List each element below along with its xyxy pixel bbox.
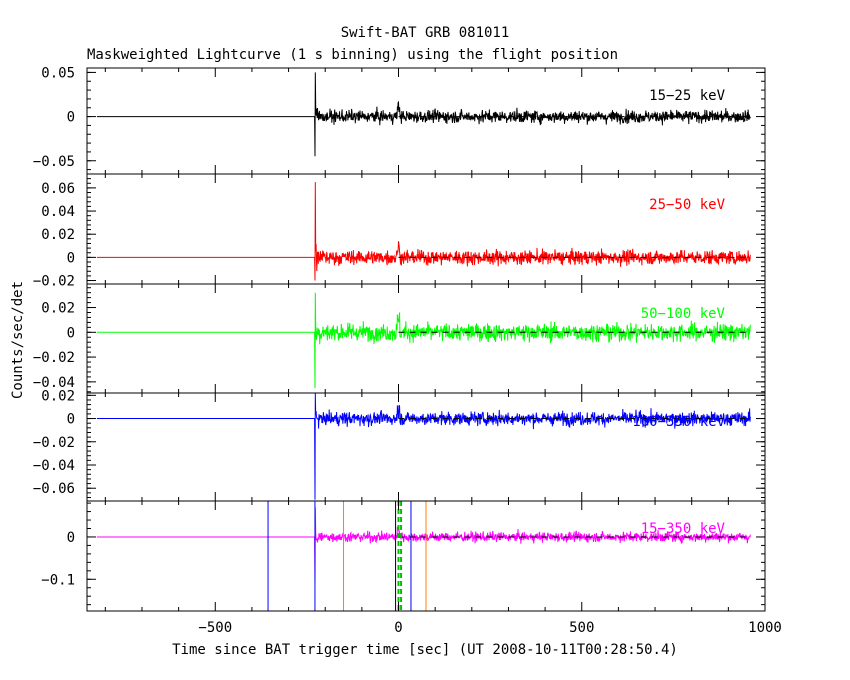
y-tick-label: 0.02 xyxy=(41,227,75,243)
panel-frame xyxy=(86,283,766,394)
y-axis-label: Counts/sec/det xyxy=(10,281,26,399)
panel-5: −0.1 0 −500 0 500 1000 15−350 keV xyxy=(41,500,782,636)
x-tick-label: 500 xyxy=(569,620,594,636)
y-tick-label: 0 xyxy=(67,250,75,266)
y-tick-label: −0.02 xyxy=(33,435,75,451)
energy-band-label: 100−350 keV xyxy=(632,414,725,430)
panel-frame xyxy=(86,392,766,502)
energy-band-label: 15−350 keV xyxy=(641,521,726,537)
panel-2: −0.02 0 0.02 0.04 0.06 25−50 keV xyxy=(33,173,766,290)
x-axis-label: Time since BAT trigger time [sec] (UT 20… xyxy=(172,642,678,658)
energy-band-label: 25−50 keV xyxy=(649,197,725,213)
y-tick-label: 0.04 xyxy=(41,204,75,220)
y-tick-label: 0 xyxy=(67,530,75,546)
panel-frame xyxy=(86,500,766,612)
panel-frame xyxy=(86,173,766,285)
y-tick-label: −0.02 xyxy=(33,274,75,290)
panels: −0.05 0 0.05 15−25 keV −0.02 0 0.02 0.04 0.06 25−… xyxy=(33,65,782,636)
y-tick-label: −0.05 xyxy=(33,154,75,170)
y-tick-label: 0.02 xyxy=(41,301,75,317)
series-line-100-350-keV xyxy=(96,392,751,500)
y-tick-label: 0.05 xyxy=(41,65,75,81)
series-line-15-25-keV xyxy=(96,72,751,157)
y-tick-label: −0.04 xyxy=(33,375,75,391)
series-line-50-100-keV xyxy=(96,292,751,389)
chart-subtitle: Maskweighted Lightcurve (1 s binning) us… xyxy=(87,47,618,63)
series-line-15-350-keV xyxy=(96,507,751,584)
energy-band-label: 50−100 keV xyxy=(641,306,726,322)
y-tick-label: 0.06 xyxy=(41,181,75,197)
y-tick-label: −0.04 xyxy=(33,458,75,474)
panel-4: −0.06 −0.04 −0.02 0 0.02 100−350 keV xyxy=(33,388,766,502)
x-tick-label: 1000 xyxy=(748,620,782,636)
x-tick-label: 0 xyxy=(394,620,402,636)
y-tick-label: 0 xyxy=(67,325,75,341)
y-tick-label: 0 xyxy=(67,110,75,126)
energy-band-label: 15−25 keV xyxy=(649,88,725,104)
panel-1: −0.05 0 0.05 15−25 keV xyxy=(33,65,766,175)
y-tick-label: 0 xyxy=(67,412,75,428)
y-tick-label: 0.02 xyxy=(41,388,75,404)
x-tick-label: −500 xyxy=(198,620,232,636)
panel-3: −0.04 −0.02 0 0.02 50−100 keV xyxy=(33,283,766,394)
y-tick-label: −0.02 xyxy=(33,350,75,366)
chart-title: Swift-BAT GRB 081011 xyxy=(341,25,510,41)
y-tick-label: −0.1 xyxy=(41,572,75,588)
y-tick-label: −0.06 xyxy=(33,481,75,497)
